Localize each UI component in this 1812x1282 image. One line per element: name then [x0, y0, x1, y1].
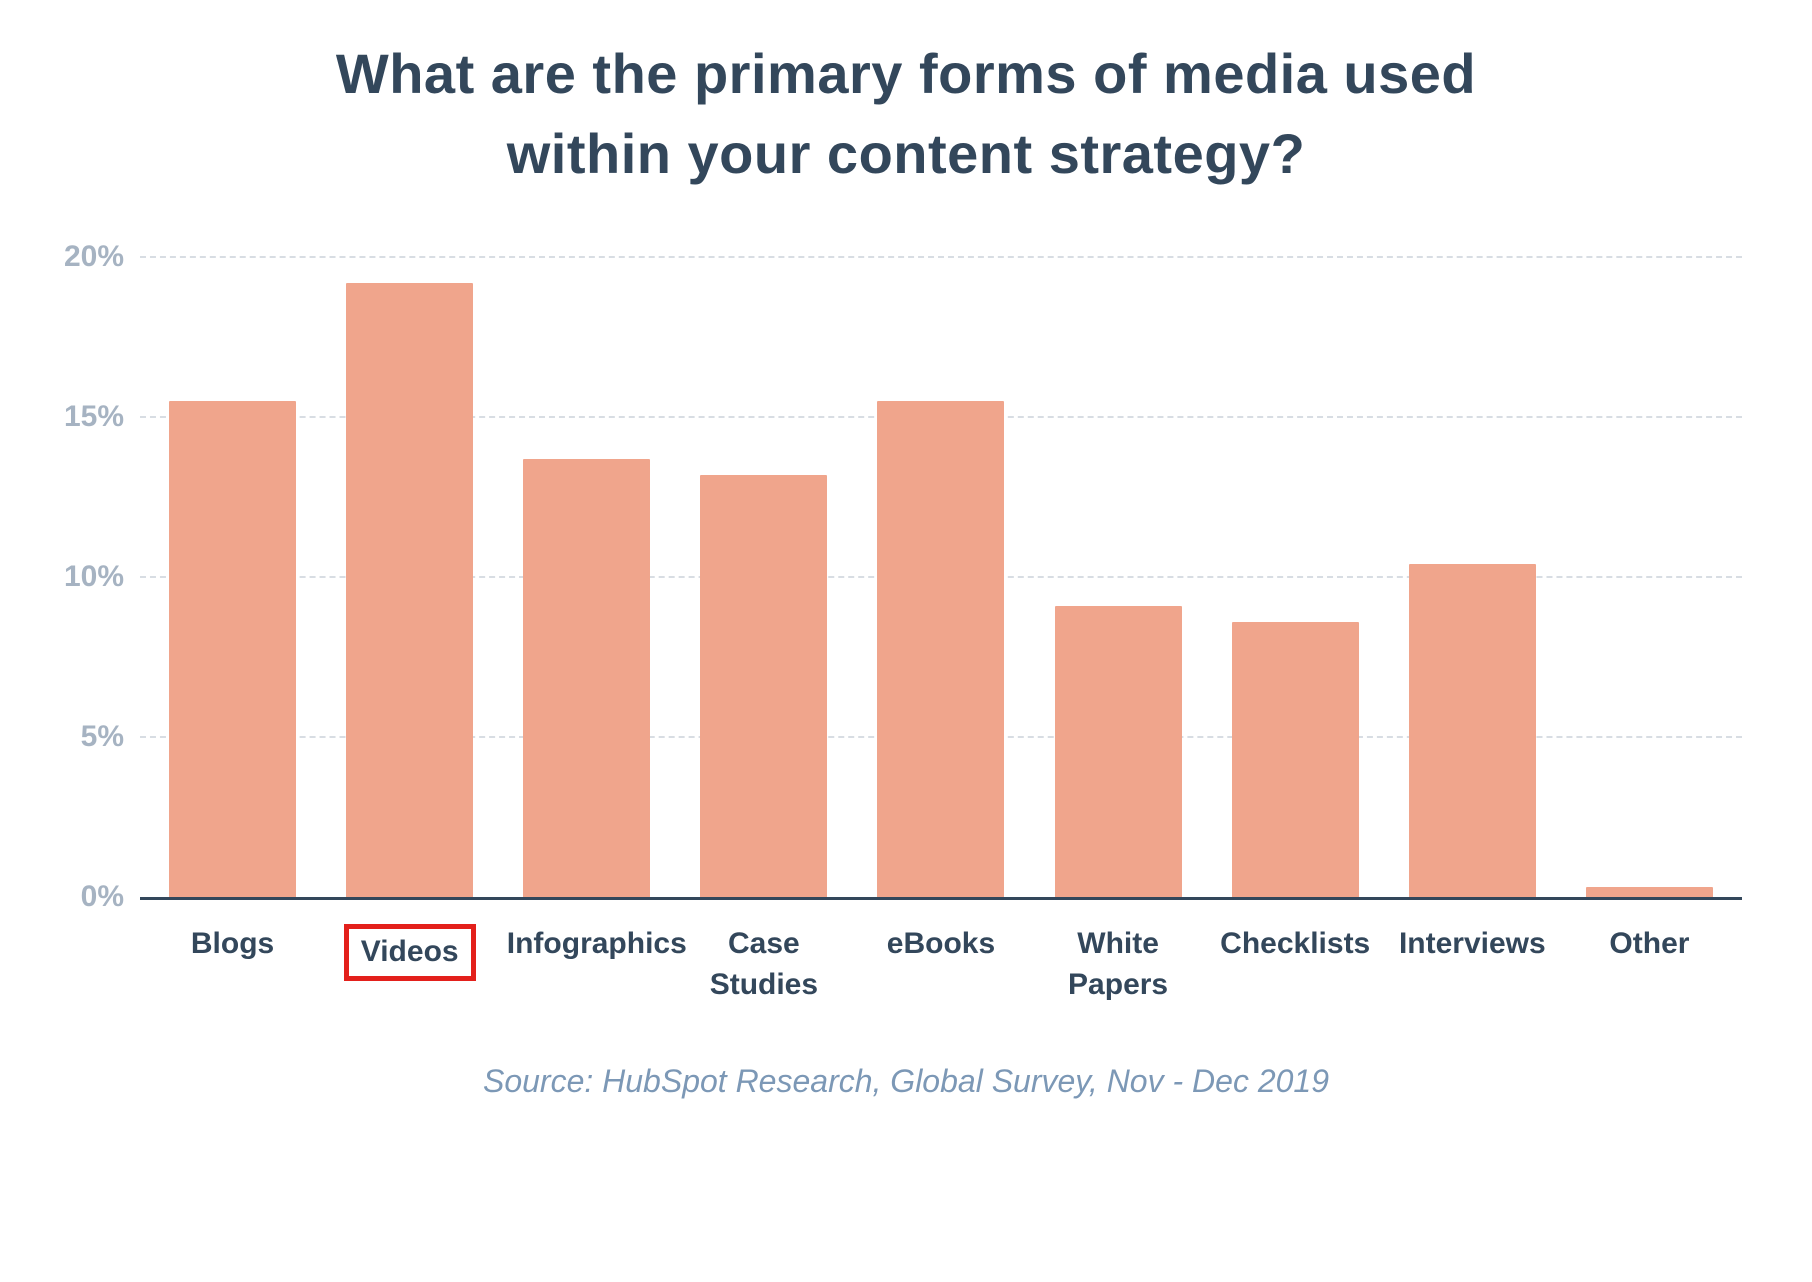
y-axis: 0% 5% 10% 15% 20%	[40, 240, 140, 913]
bar-case-studies	[700, 474, 828, 898]
gridline-20	[140, 256, 1742, 259]
bar-blogs	[169, 401, 297, 898]
bar-slot-white-papers	[1030, 257, 1207, 898]
bar-chart: 0% 5% 10% 15% 20% Blogs Videos Infographics Cas…	[40, 240, 1742, 1005]
x-label-slot-ebooks: eBooks	[852, 924, 1029, 1005]
y-tick-label-15%: 15%	[63, 400, 124, 434]
x-label-slot-case-studies: Case Studies	[675, 924, 852, 1005]
bar-slot-checklists	[1207, 257, 1384, 898]
x-label-slot-blogs: Blogs	[144, 924, 321, 1005]
bar-slot-blogs	[144, 257, 321, 898]
bar-slot-ebooks	[852, 257, 1029, 898]
category-label-case-studies: Case Studies	[709, 927, 819, 1001]
category-label-interviews: Interviews	[1398, 927, 1546, 961]
category-label-white-papers: White Papers	[1068, 927, 1169, 1001]
chart-title: What are the primary forms of media used…	[335, 42, 1477, 185]
x-label-slot-white-papers: White Papers	[1030, 924, 1207, 1005]
bar-white-papers	[1054, 605, 1182, 898]
bar-interviews	[1408, 564, 1536, 898]
x-label-slot-infographics: Infographics	[498, 924, 687, 1005]
source-caption: Source: HubSpot Research, Global Survey,…	[482, 1063, 1330, 1100]
bar-other	[1585, 887, 1713, 898]
bar-ebooks	[877, 401, 1005, 898]
y-tick-label-10%: 10%	[63, 560, 124, 594]
category-label-ebooks: eBooks	[886, 927, 996, 961]
category-label-other: Other	[1609, 927, 1690, 961]
x-axis-labels: Blogs Videos Infographics Case Studies eBook…	[140, 924, 1742, 1005]
bar-slot-interviews	[1384, 257, 1561, 898]
bar-slot-videos	[321, 257, 498, 898]
category-label-infographics: Infographics	[506, 927, 687, 961]
x-label-slot-other: Other	[1561, 924, 1738, 1005]
y-tick-label-20%: 20%	[63, 240, 124, 274]
bar-slot-infographics	[498, 257, 675, 898]
plot-area	[140, 256, 1742, 901]
y-tick-label-0%: 0%	[80, 880, 124, 914]
category-label-checklists: Checklists	[1220, 927, 1371, 961]
category-label-videos-highlighted: Videos	[343, 924, 476, 981]
bar-checklists	[1231, 621, 1359, 898]
bar-videos	[346, 282, 474, 898]
x-label-slot-videos: Videos	[321, 924, 498, 1005]
x-label-slot-interviews: Interviews	[1384, 924, 1561, 1005]
bar-slot-other	[1561, 257, 1738, 898]
y-tick-label-5%: 5%	[80, 720, 124, 754]
chart-row: 0% 5% 10% 15% 20%	[40, 240, 1742, 913]
bar-slot-case-studies	[675, 257, 852, 898]
category-label-blogs: Blogs	[190, 927, 275, 961]
x-label-slot-checklists: Checklists	[1207, 924, 1384, 1005]
bar-infographics	[523, 458, 651, 898]
bars-container	[140, 257, 1742, 898]
